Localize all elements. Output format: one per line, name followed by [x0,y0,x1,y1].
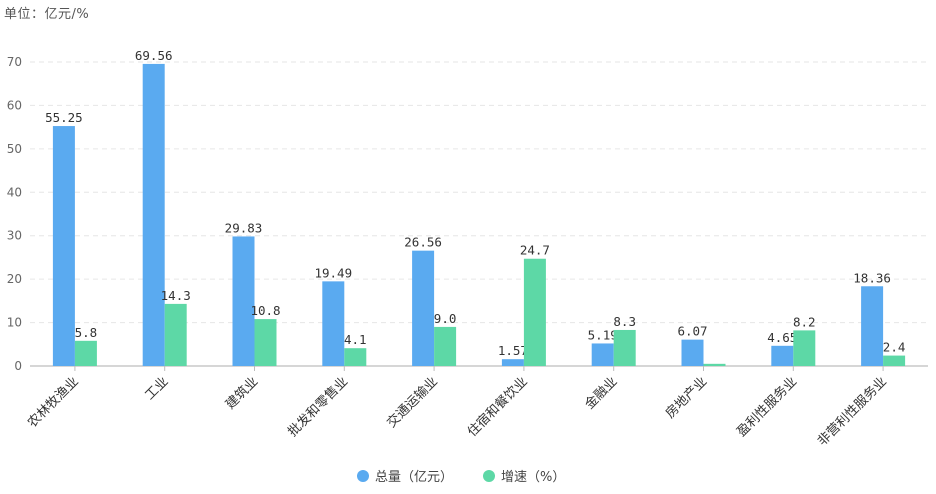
legend-swatch [357,470,369,482]
data-label-growth: 5.8 [75,325,98,340]
bar-total [771,345,794,366]
data-label-growth: 10.8 [250,303,280,318]
bar-total [412,250,435,366]
data-label-total: 55.25 [45,110,83,125]
bar-growth [164,303,187,366]
bar-total [52,126,75,366]
data-label-growth: 24.7 [520,243,550,258]
y-tick-label: 60 [7,98,22,112]
bar-total [861,286,884,366]
data-label-total: 26.56 [404,235,442,250]
category-label: 交通运输业 [384,374,441,431]
category-label: 建筑业 [222,374,261,413]
data-label-total: 19.49 [314,265,352,280]
y-tick-label: 10 [7,316,22,330]
bar-growth [254,319,277,366]
bar-total [232,236,255,366]
category-label: 住宿和餐饮业 [464,374,530,440]
bar-growth [613,329,636,366]
data-label-total: 69.56 [135,48,173,63]
data-label-total: 5.19 [588,327,618,342]
category-label: 批发和零售业 [285,374,351,440]
bar-growth [434,326,457,366]
y-tick-label: 70 [7,55,22,69]
bar-growth [793,330,816,366]
unit-label: 单位：亿元/% [4,7,90,22]
category-label: 房地产业 [662,374,710,422]
y-tick-label: 0 [14,359,22,373]
data-label-total: 6.07 [677,324,707,339]
bar-total [501,359,524,366]
y-tick-label: 20 [7,272,22,286]
category-label: 非营利性服务业 [814,374,890,450]
category-label: 农林牧渔业 [25,374,82,431]
data-label-growth: 8.3 [613,314,636,329]
bar-total [322,281,345,366]
category-label: 工业 [143,374,172,403]
bar-growth [344,348,367,366]
bar-total [591,343,614,366]
bar-growth [883,355,906,366]
y-tick-label: 30 [7,229,22,243]
y-tick-label: 40 [7,185,22,199]
bar-growth [703,363,726,366]
data-label-growth: 14.3 [161,288,191,303]
data-label-total: 1.57 [498,343,528,358]
legend-label: 增速（%） [501,470,565,485]
data-label-growth: 2.4 [883,340,906,355]
data-label-total: 29.83 [225,220,263,235]
data-label-total: 18.36 [853,270,891,285]
data-label-total: 4.65 [767,330,797,345]
category-label: 盈利性服务业 [734,374,800,440]
bar-growth [523,258,546,366]
bar-total [681,339,704,366]
data-label-growth: 4.1 [344,332,367,347]
category-label: 金融业 [582,374,621,413]
data-label-growth: 9.0 [434,311,457,326]
y-tick-label: 50 [7,142,22,156]
bar-total [142,63,165,366]
legend-item-total[interactable]: 总量（亿元） [357,470,453,485]
legend-item-growth[interactable]: 增速（%） [483,470,565,485]
legend-label: 总量（亿元） [375,470,453,485]
data-label-growth: 8.2 [793,314,816,329]
bar-growth [74,340,97,366]
legend-swatch [483,470,495,482]
